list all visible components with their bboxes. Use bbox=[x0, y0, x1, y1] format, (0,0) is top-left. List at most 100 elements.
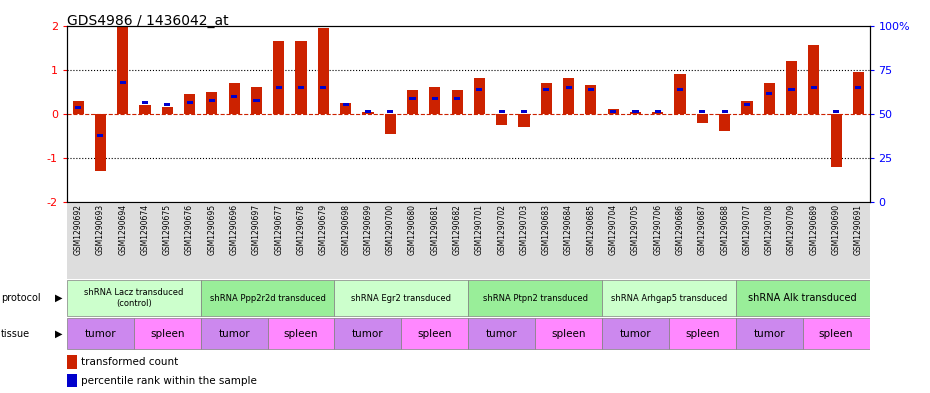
Bar bbox=[624, 202, 646, 279]
Text: GSM1290708: GSM1290708 bbox=[764, 204, 774, 255]
Text: GSM1290677: GSM1290677 bbox=[274, 204, 284, 255]
Bar bbox=[811, 86, 817, 89]
Bar bbox=[853, 72, 864, 114]
Bar bbox=[184, 94, 195, 114]
Bar bbox=[830, 114, 842, 167]
Text: spleen: spleen bbox=[551, 329, 586, 339]
Bar bbox=[229, 83, 240, 114]
Bar bbox=[290, 202, 312, 279]
Text: tumor: tumor bbox=[753, 329, 785, 339]
Text: GSM1290691: GSM1290691 bbox=[854, 204, 863, 255]
Text: shRNA Alk transduced: shRNA Alk transduced bbox=[749, 293, 857, 303]
Text: GSM1290679: GSM1290679 bbox=[319, 204, 328, 255]
Bar bbox=[452, 90, 463, 114]
Bar bbox=[206, 92, 218, 114]
Bar bbox=[469, 202, 490, 279]
Bar bbox=[736, 280, 870, 316]
Bar bbox=[201, 318, 268, 349]
Bar bbox=[387, 110, 393, 113]
Text: GSM1290689: GSM1290689 bbox=[809, 204, 818, 255]
Bar bbox=[722, 110, 727, 113]
Bar bbox=[521, 110, 527, 113]
Bar bbox=[588, 88, 594, 91]
Text: shRNA Lacz transduced
(control): shRNA Lacz transduced (control) bbox=[84, 288, 183, 308]
Text: GSM1290704: GSM1290704 bbox=[608, 204, 618, 255]
Bar bbox=[409, 97, 416, 100]
Bar bbox=[112, 202, 134, 279]
Text: tumor: tumor bbox=[352, 329, 384, 339]
Bar bbox=[67, 280, 201, 316]
Text: tissue: tissue bbox=[1, 329, 30, 339]
Bar bbox=[741, 101, 752, 114]
Bar bbox=[579, 202, 602, 279]
Bar bbox=[557, 202, 579, 279]
Bar bbox=[365, 110, 371, 113]
Bar bbox=[140, 105, 151, 114]
Bar bbox=[646, 202, 669, 279]
Text: GSM1290690: GSM1290690 bbox=[831, 204, 841, 255]
Bar bbox=[498, 110, 505, 113]
Text: GSM1290692: GSM1290692 bbox=[73, 204, 83, 255]
Bar bbox=[697, 114, 708, 123]
Text: GSM1290674: GSM1290674 bbox=[140, 204, 150, 255]
Bar bbox=[340, 103, 352, 114]
Text: GSM1290675: GSM1290675 bbox=[163, 204, 172, 255]
Text: GSM1290681: GSM1290681 bbox=[431, 204, 439, 255]
Bar bbox=[512, 202, 535, 279]
Bar bbox=[67, 318, 134, 349]
Bar bbox=[496, 114, 507, 125]
Bar bbox=[363, 112, 374, 114]
Bar bbox=[209, 99, 215, 102]
Bar bbox=[446, 202, 469, 279]
Bar bbox=[201, 280, 335, 316]
Bar bbox=[268, 202, 290, 279]
Bar bbox=[833, 110, 839, 113]
Text: GSM1290685: GSM1290685 bbox=[587, 204, 595, 255]
Bar bbox=[469, 280, 602, 316]
Text: GSM1290697: GSM1290697 bbox=[252, 204, 261, 255]
Bar bbox=[856, 86, 861, 89]
Bar bbox=[766, 92, 772, 95]
Bar bbox=[432, 97, 438, 100]
Bar bbox=[268, 318, 335, 349]
Text: GDS4986 / 1436042_at: GDS4986 / 1436042_at bbox=[67, 14, 229, 28]
Bar bbox=[253, 99, 259, 102]
Bar bbox=[736, 318, 803, 349]
Bar bbox=[803, 318, 870, 349]
Bar bbox=[454, 97, 460, 100]
Bar bbox=[602, 280, 736, 316]
Bar bbox=[674, 74, 685, 114]
Text: ▶: ▶ bbox=[55, 293, 62, 303]
Bar bbox=[335, 280, 468, 316]
Bar bbox=[142, 101, 148, 104]
Text: GSM1290705: GSM1290705 bbox=[631, 204, 640, 255]
Text: tumor: tumor bbox=[219, 329, 250, 339]
Bar bbox=[543, 88, 550, 91]
Bar bbox=[156, 202, 179, 279]
Text: GSM1290702: GSM1290702 bbox=[498, 204, 506, 255]
Text: GSM1290699: GSM1290699 bbox=[364, 204, 372, 255]
Text: spleen: spleen bbox=[418, 329, 452, 339]
Bar bbox=[98, 134, 103, 138]
Bar bbox=[120, 81, 126, 84]
Bar bbox=[764, 83, 775, 114]
Text: shRNA Ptpn2 transduced: shRNA Ptpn2 transduced bbox=[483, 294, 588, 303]
Bar bbox=[318, 28, 329, 114]
Text: GSM1290698: GSM1290698 bbox=[341, 204, 350, 255]
Text: GSM1290687: GSM1290687 bbox=[698, 204, 707, 255]
Bar bbox=[424, 202, 446, 279]
Bar bbox=[296, 41, 307, 114]
Bar bbox=[251, 87, 262, 114]
Bar bbox=[602, 318, 669, 349]
Bar bbox=[758, 202, 780, 279]
Bar bbox=[379, 202, 402, 279]
Bar bbox=[669, 202, 691, 279]
Bar bbox=[744, 103, 750, 107]
Bar bbox=[607, 109, 618, 114]
Bar bbox=[134, 318, 201, 349]
Bar bbox=[789, 88, 794, 91]
Bar bbox=[342, 103, 349, 107]
Bar bbox=[275, 86, 282, 89]
Bar bbox=[585, 85, 596, 114]
Bar bbox=[610, 110, 617, 113]
